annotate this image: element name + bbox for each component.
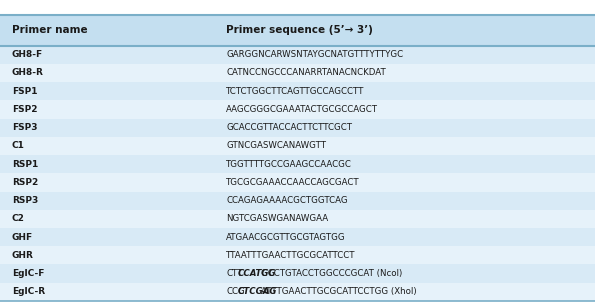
Bar xyxy=(0,173,595,192)
Bar xyxy=(0,192,595,210)
Text: GHF: GHF xyxy=(12,233,33,242)
Text: CCATGG: CCATGG xyxy=(238,269,276,278)
Bar xyxy=(0,155,595,173)
Text: FSP2: FSP2 xyxy=(12,105,37,114)
Text: GTNCGASWCANAWGTT: GTNCGASWCANAWGTT xyxy=(226,141,326,150)
Text: CATNCCNGCCCANARRTANACNCKDAT: CATNCCNGCCCANARRTANACNCKDAT xyxy=(226,68,386,78)
Bar xyxy=(0,264,595,283)
Text: GCACCGTTACCACTTCTTCGCT: GCACCGTTACCACTTCTTCGCT xyxy=(226,123,352,132)
Text: FSP1: FSP1 xyxy=(12,87,37,96)
Text: NGTCGASWGANAWGAA: NGTCGASWGANAWGAA xyxy=(226,214,328,223)
Text: TCTCTGGCTTCAGTTGCCAGCCTT: TCTCTGGCTTCAGTTGCCAGCCTT xyxy=(226,87,365,96)
Text: ATTTGAACTTGCGCATTCCTGG (XhoI): ATTTGAACTTGCGCATTCCTGG (XhoI) xyxy=(261,287,416,296)
Text: ATGAACGCGTTGCGTAGTGG: ATGAACGCGTTGCGTAGTGG xyxy=(226,233,346,242)
Bar xyxy=(0,246,595,264)
Text: RSP3: RSP3 xyxy=(12,196,38,205)
Text: EglC-F: EglC-F xyxy=(12,269,44,278)
Text: TTAATTTGAACTTGCGCATTCCT: TTAATTTGAACTTGCGCATTCCT xyxy=(226,251,356,260)
Text: EglC-R: EglC-R xyxy=(12,287,45,296)
Bar xyxy=(0,64,595,82)
Text: TGGTTTTGCCGAAGCCAACGC: TGGTTTTGCCGAAGCCAACGC xyxy=(226,160,352,169)
Text: TGCGCGAAACCAACCAGCGACT: TGCGCGAAACCAACCAGCGACT xyxy=(226,178,360,187)
Bar xyxy=(0,119,595,137)
Text: RSP2: RSP2 xyxy=(12,178,38,187)
Bar xyxy=(0,100,595,119)
Bar xyxy=(0,15,595,46)
Text: CTCGAG: CTCGAG xyxy=(238,287,277,296)
Text: Primer name: Primer name xyxy=(12,26,87,35)
Text: GHR: GHR xyxy=(12,251,34,260)
Text: GH8-R: GH8-R xyxy=(12,68,44,78)
Bar xyxy=(0,46,595,64)
Text: CCG: CCG xyxy=(226,287,245,296)
Text: C1: C1 xyxy=(12,141,25,150)
Text: RSP1: RSP1 xyxy=(12,160,38,169)
Text: Primer sequence (5’→ 3’): Primer sequence (5’→ 3’) xyxy=(226,26,373,35)
Bar xyxy=(0,228,595,246)
Text: C2: C2 xyxy=(12,214,25,223)
Bar xyxy=(0,137,595,155)
Text: GCCTGTACCTGGCCCGCAT (NcoI): GCCTGTACCTGGCCCGCAT (NcoI) xyxy=(261,269,402,278)
Text: GH8-F: GH8-F xyxy=(12,50,43,59)
Text: FSP3: FSP3 xyxy=(12,123,37,132)
Text: CCAGAGAAAACGCTGGTCAG: CCAGAGAAAACGCTGGTCAG xyxy=(226,196,347,205)
Bar xyxy=(0,210,595,228)
Text: GARGGNCARWSNTAYGCNATGTTTYTTYGC: GARGGNCARWSNTAYGCNATGTTTYTTYGC xyxy=(226,50,403,59)
Text: AAGCGGGCGAAATACTGCGCCAGCT: AAGCGGGCGAAATACTGCGCCAGCT xyxy=(226,105,378,114)
Bar xyxy=(0,82,595,100)
Bar xyxy=(0,283,595,301)
Text: CTT: CTT xyxy=(226,269,243,278)
